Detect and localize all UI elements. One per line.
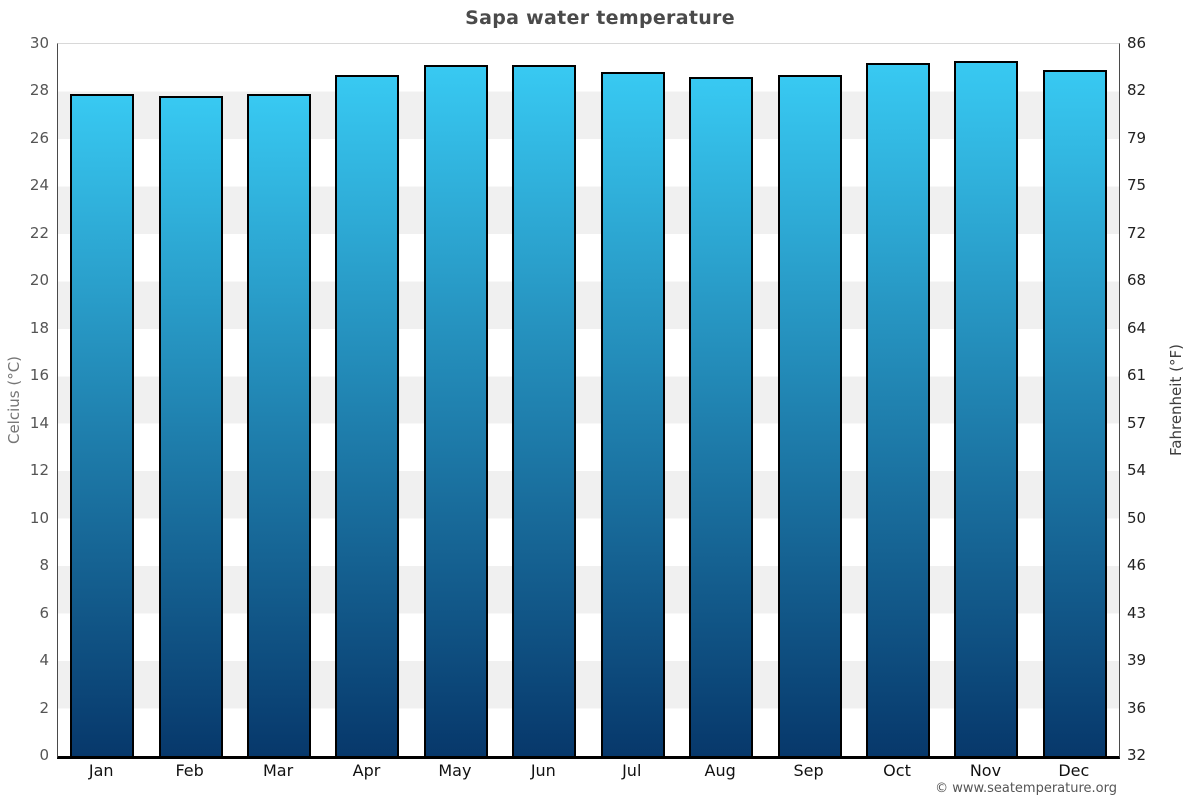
fahrenheit-tick-label: 82 (1127, 81, 1147, 100)
celsius-tick-label: 12 (29, 461, 49, 480)
bar-apr (335, 74, 400, 756)
month-tick-label-feb: Feb (175, 761, 204, 780)
month-tick-label-jan: Jan (88, 761, 114, 780)
bar-slot-aug (677, 44, 765, 756)
bar-may (423, 65, 488, 756)
month-tick-label-jul: Jul (622, 761, 642, 780)
month-tick-label-oct: Oct (883, 761, 911, 780)
bar-slot-nov (942, 44, 1030, 756)
celsius-tick-label: 18 (29, 318, 49, 337)
celsius-tick-label: 2 (39, 698, 49, 717)
celsius-tick-label: 14 (29, 413, 49, 432)
bars-row (58, 44, 1119, 756)
fahrenheit-tick-label: 57 (1127, 413, 1147, 432)
month-tick-label-may: May (438, 761, 472, 780)
celsius-tick-label: 0 (39, 746, 49, 764)
fahrenheit-axis-title: Fahrenheit (°F) (1167, 344, 1185, 456)
fahrenheit-tick-label: 86 (1127, 34, 1147, 52)
bar-slot-jul (589, 44, 677, 756)
bar-slot-mar (235, 44, 323, 756)
bar-slot-jun (500, 44, 588, 756)
celsius-tick-label: 22 (29, 223, 49, 242)
bar-sep (777, 74, 842, 756)
celsius-tick-label: 10 (29, 508, 49, 527)
bar-jan (70, 93, 135, 756)
bar-slot-jan (58, 44, 146, 756)
fahrenheit-tick-label: 54 (1127, 461, 1147, 480)
celsius-axis-title: Celcius (°C) (5, 355, 23, 445)
fahrenheit-tick-label: 75 (1127, 176, 1147, 195)
month-tick-label-apr: Apr (352, 761, 381, 780)
month-tick-label-dec: Dec (1058, 761, 1090, 780)
bar-slot-may (412, 44, 500, 756)
celsius-tick-label: 16 (29, 366, 49, 385)
bar-slot-oct (854, 44, 942, 756)
month-tick-label-jun: Jun (530, 761, 556, 780)
fahrenheit-tick-label: 79 (1127, 128, 1147, 147)
celsius-tick-label: 30 (29, 34, 49, 52)
bar-slot-sep (765, 44, 853, 756)
bar-dec (1042, 70, 1107, 756)
celsius-tick-label: 8 (39, 556, 49, 575)
bar-jul (600, 72, 665, 756)
bar-mar (247, 93, 312, 756)
month-tick-label-nov: Nov (969, 761, 1002, 780)
fahrenheit-tick-label: 68 (1127, 271, 1147, 290)
celsius-tick-label: 6 (39, 603, 49, 622)
fahrenheit-tick-label: 64 (1127, 318, 1147, 337)
fahrenheit-tick-label: 43 (1127, 603, 1147, 622)
fahrenheit-tick-label: 46 (1127, 556, 1147, 575)
bar-slot-feb (146, 44, 234, 756)
month-tick-label-aug: Aug (704, 761, 736, 780)
bar-aug (689, 77, 754, 756)
bar-slot-dec (1031, 44, 1119, 756)
fahrenheit-tick-label: 39 (1127, 651, 1147, 670)
fahrenheit-tick-label: 36 (1127, 698, 1147, 717)
bar-feb (158, 96, 223, 756)
fahrenheit-tick-label: 61 (1127, 366, 1147, 385)
celsius-tick-label: 24 (29, 176, 49, 195)
celsius-tick-label: 26 (29, 128, 49, 147)
fahrenheit-tick-label: 72 (1127, 223, 1147, 242)
fahrenheit-tick-label: 50 (1127, 508, 1147, 527)
month-axis-ticks: Jan Feb Mar Apr May Jun Jul Aug Sep Oct Nov Dec (57, 761, 1118, 780)
plot-area (57, 43, 1120, 759)
copyright-watermark: © www.seatemperature.org (935, 781, 1117, 796)
bar-jun (512, 65, 577, 756)
bar-nov (954, 60, 1019, 756)
celsius-tick-label: 20 (29, 271, 49, 290)
bar-oct (866, 63, 930, 756)
bar-slot-apr (323, 44, 411, 756)
celsius-tick-label: 28 (29, 81, 49, 100)
month-tick-label-mar: Mar (262, 761, 294, 780)
celsius-tick-label: 4 (39, 651, 49, 670)
month-tick-label-sep: Sep (793, 761, 824, 780)
chart-title: Sapa water temperature (465, 7, 735, 29)
fahrenheit-tick-label: 32 (1127, 746, 1147, 764)
